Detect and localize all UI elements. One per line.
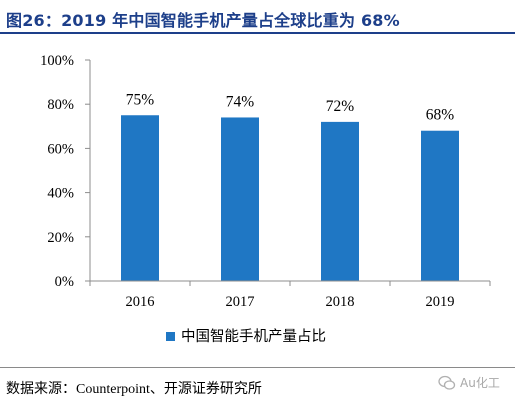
source-note: 数据来源：Counterpoint、开源证券研究所 [6, 382, 262, 397]
bar-value-label: 72% [326, 98, 355, 115]
y-tick-label: 60% [47, 141, 74, 157]
data-labels: 75% 74% 72% 68% [126, 91, 455, 123]
bar-value-label: 74% [226, 93, 255, 110]
y-axis: 0% 20% 40% 60% 80% 100% [40, 53, 91, 290]
y-tick-label: 40% [47, 186, 74, 202]
bar-chart: 0% 20% 40% 60% 80% 100% 75% 74% 72% 68% 2016 2017… [40, 53, 491, 345]
x-tick-label: 2017 [226, 294, 255, 310]
legend-label: 中国智能手机产量占比 [181, 328, 326, 345]
x-axis: 2016 2017 2018 2019 [89, 280, 491, 310]
watermark: Au化工 [438, 374, 500, 391]
legend: 中国智能手机产量占比 [166, 328, 326, 345]
x-tick-label: 2019 [426, 294, 455, 310]
x-tick-label: 2018 [326, 294, 355, 310]
bar [221, 117, 259, 282]
x-tick-label: 2016 [126, 294, 155, 310]
bars [121, 115, 459, 282]
bar [121, 115, 159, 281]
bar [321, 121, 359, 281]
y-tick-label: 0% [55, 274, 74, 290]
y-tick-label: 80% [47, 97, 74, 113]
y-tick-label: 20% [47, 230, 74, 246]
bar-value-label: 75% [126, 91, 155, 108]
footer-divider [0, 367, 515, 368]
legend-swatch [166, 332, 175, 341]
bar [421, 130, 459, 281]
chat-bubble-icon [438, 375, 456, 391]
bar-value-label: 68% [426, 107, 455, 124]
title-divider [0, 32, 515, 34]
figure-title: 图26：2019 年中国智能手机产量占全球比重为 68% [6, 11, 400, 30]
watermark-text: Au化工 [460, 376, 500, 390]
y-tick-label: 100% [40, 53, 74, 69]
